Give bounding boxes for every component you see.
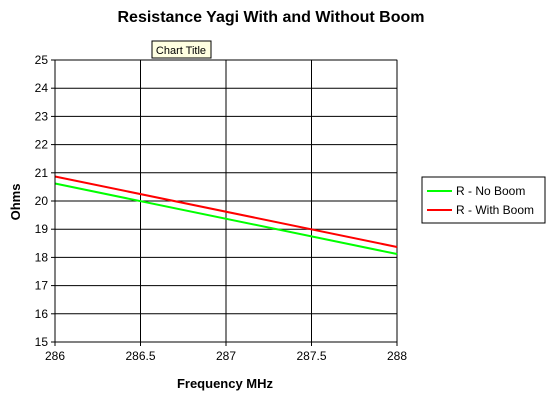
y-tick-label: 20: [35, 194, 49, 208]
x-tick-label: 286: [45, 349, 65, 363]
legend-box: [421, 176, 546, 224]
series-line-with-boom: [54, 175, 398, 248]
y-tick-label: 17: [35, 279, 49, 293]
tooltip-box: [151, 40, 212, 59]
legend: R - No Boom R - With Boom: [421, 176, 546, 224]
x-tick-label: 286.5: [125, 349, 155, 363]
series-lines: [54, 175, 398, 255]
x-tick-label: 288: [387, 349, 407, 363]
tooltip-text: Chart Title: [156, 45, 206, 57]
x-tick-label: 287: [216, 349, 236, 363]
x-axis-title: Frequency MHz: [177, 376, 274, 391]
legend-items: R - No Boom R - With Boom: [427, 184, 534, 217]
y-tick-label: 15: [35, 335, 49, 349]
y-tick-label: 23: [35, 109, 49, 123]
chart-title: Resistance Yagi With and Without Boom: [118, 9, 425, 26]
y-tick-label: 24: [35, 81, 49, 95]
x-tick-label: 287.5: [296, 349, 326, 363]
x-axis-ticks: 286 286.5 287 287.5 288: [45, 341, 407, 363]
y-axis-title: Ohms: [8, 184, 23, 221]
y-tick-label: 16: [35, 307, 49, 321]
y-tick-label: 22: [35, 138, 49, 152]
y-tick-label: 18: [35, 250, 49, 264]
y-tick-label: 19: [35, 222, 49, 236]
plot-area: [54, 59, 398, 343]
y-axis-ticks: 15 16 17 18 19 20 21 22 23 24 25: [35, 53, 56, 349]
gridlines: [54, 59, 398, 343]
legend-label: R - With Boom: [456, 203, 534, 217]
legend-label: R - No Boom: [456, 184, 525, 198]
series-line-no-boom: [54, 182, 398, 255]
y-tick-label: 25: [35, 53, 49, 67]
y-tick-label: 21: [35, 166, 49, 180]
chart-title-tooltip: Chart Title: [151, 40, 212, 59]
